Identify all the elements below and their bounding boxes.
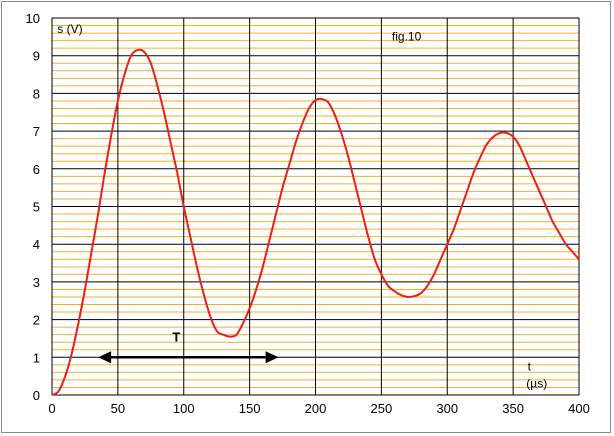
y-tick-label: 5 (33, 200, 40, 215)
y-tick-label: 3 (33, 275, 40, 290)
y-tick-label: 6 (33, 162, 40, 177)
x-tick-label: 300 (436, 401, 458, 416)
x-tick-label: 0 (48, 401, 55, 416)
y-tick-label: 9 (33, 49, 40, 64)
x-tick-label: 150 (239, 401, 261, 416)
y-tick-label: 7 (33, 124, 40, 139)
y-tick-label: 4 (33, 237, 40, 252)
x-axis-label-symbol: t (528, 359, 532, 373)
x-tick-label: 200 (305, 401, 327, 416)
x-tick-label: 350 (502, 401, 524, 416)
x-tick-label: 400 (568, 401, 590, 416)
period-arrow (98, 351, 279, 364)
x-tick-label: 50 (111, 401, 125, 416)
y-tick-label: 8 (33, 86, 40, 101)
y-axis-label: s (V) (57, 22, 82, 36)
y-tick-labels: 0 1 2 3 4 5 6 7 8 9 10 (26, 11, 40, 403)
y-tick-label: 10 (26, 11, 40, 26)
period-label: T (172, 329, 180, 344)
period-arrow-head-left (98, 351, 112, 364)
x-tick-label: 100 (173, 401, 195, 416)
plot-border (51, 17, 580, 396)
period-arrow-head-right (265, 351, 279, 364)
y-tick-label: 2 (33, 313, 40, 328)
y-tick-label: 1 (33, 350, 40, 365)
series-line (51, 48, 580, 396)
y-tick-label: 0 (33, 388, 40, 403)
major-grid (51, 17, 580, 396)
x-tick-label: 250 (371, 401, 393, 416)
figure-label: fig.10 (392, 30, 422, 44)
x-tick-labels: 0 50 100 150 200 250 300 350 400 (48, 401, 589, 416)
x-axis-label-unit: (µs) (526, 376, 547, 390)
